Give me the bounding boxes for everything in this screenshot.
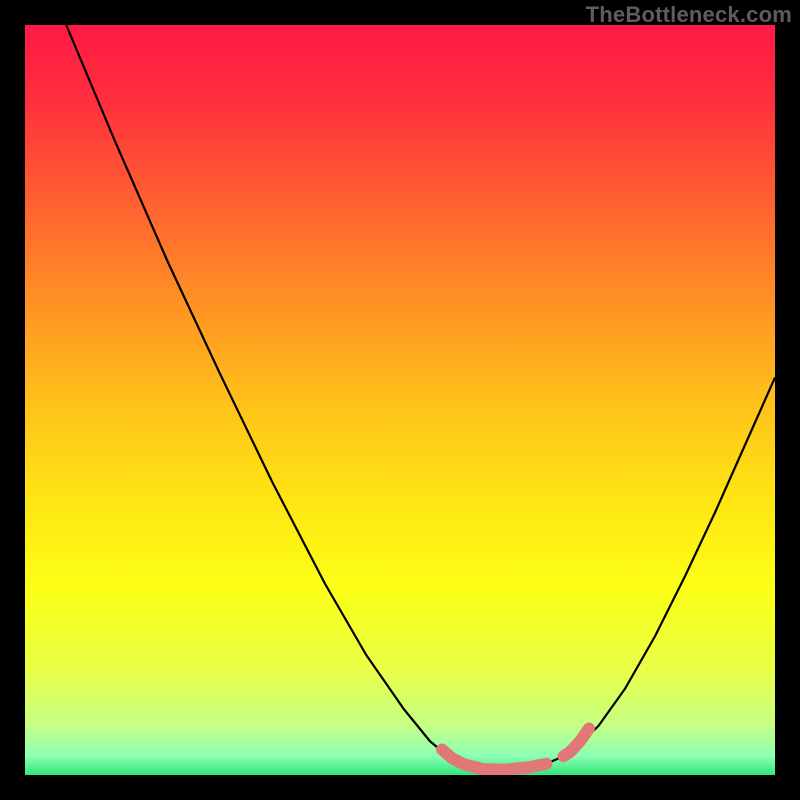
highlight-group bbox=[442, 729, 589, 770]
highlight-segment bbox=[564, 729, 590, 757]
highlight-segment bbox=[442, 750, 546, 770]
bottleneck-curve bbox=[66, 25, 775, 770]
chart-container: TheBottleneck.com bbox=[0, 0, 800, 800]
chart-svg bbox=[25, 25, 775, 775]
watermark-text: TheBottleneck.com bbox=[586, 2, 792, 28]
plot-area bbox=[25, 25, 775, 775]
